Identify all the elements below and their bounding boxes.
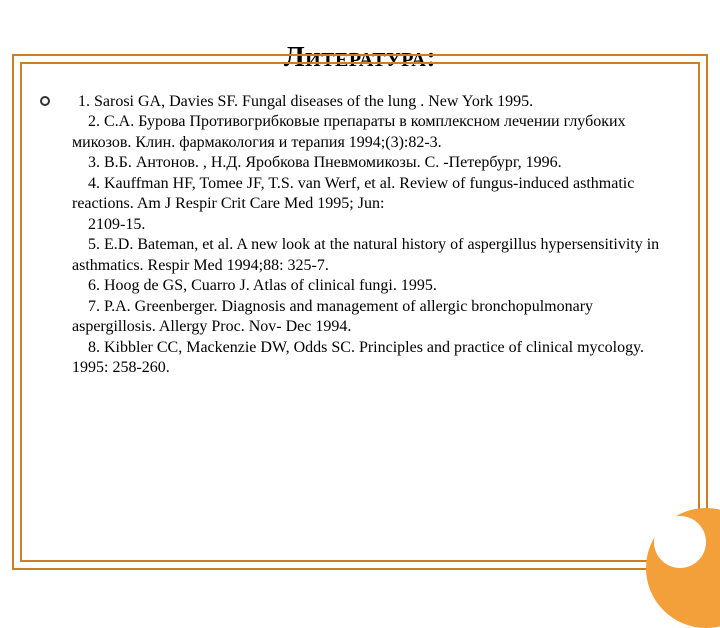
- reference-item: 4. Kauffman HF, Tomee JF, T.S. van Werf,…: [72, 174, 672, 215]
- page-title: Литература:: [0, 42, 720, 74]
- reference-item: 2. С.А. Бурова Противогрибковые препарат…: [72, 112, 672, 153]
- reference-item: 5. E.D. Bateman, et al. A new look at th…: [72, 235, 672, 276]
- reference-item: 2109-15.: [72, 215, 672, 235]
- corner-accent-small: [654, 516, 706, 568]
- reference-item: 8. Kibbler CC, Mackenzie DW, Odds SC. Pr…: [72, 338, 672, 379]
- bullet-icon: [40, 96, 50, 106]
- reference-item: 3. В.Б. Антонов. , Н.Д. Яробкова Пневмом…: [72, 153, 672, 173]
- references-list: 1. Sarosi GA, Davies SF. Fungal diseases…: [72, 92, 672, 379]
- references-container: 1. Sarosi GA, Davies SF. Fungal diseases…: [0, 92, 720, 379]
- reference-item: 6. Hoog de GS, Cuarro J. Atlas of clinic…: [72, 276, 672, 296]
- reference-item: 1. Sarosi GA, Davies SF. Fungal diseases…: [72, 92, 672, 112]
- reference-item: 7. P.A. Greenberger. Diagnosis and manag…: [72, 297, 672, 338]
